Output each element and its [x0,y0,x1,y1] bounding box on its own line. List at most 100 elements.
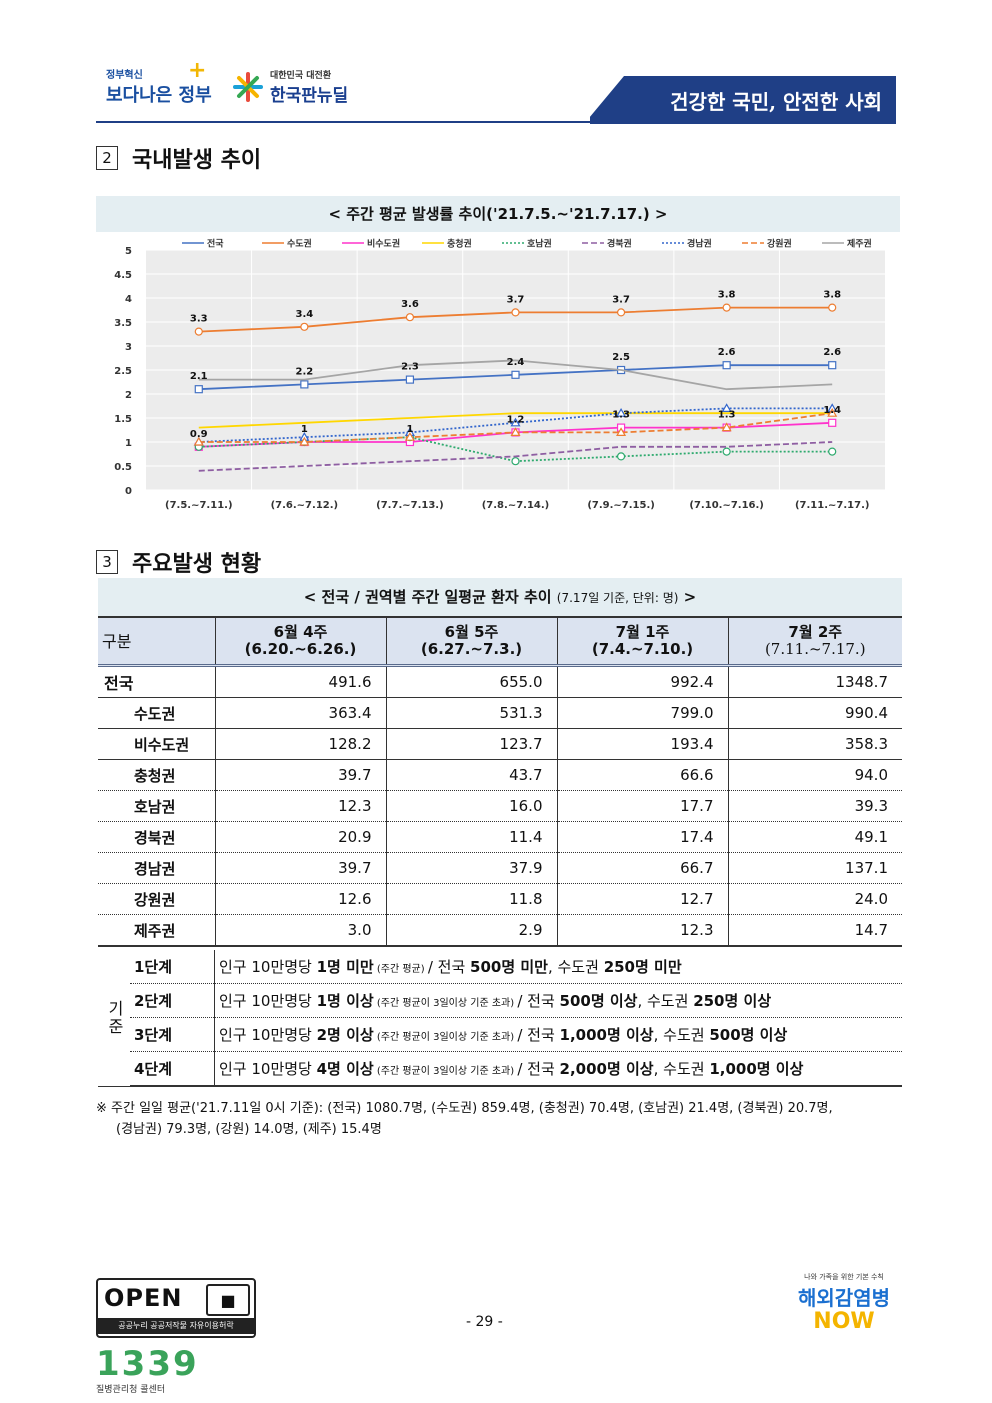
criteria-bottom-rule [98,1086,902,1087]
cell: 12.3 [214,790,386,822]
data-point [722,447,731,456]
desc-a: 인구 10만명당 [219,992,317,1010]
y-tick-label: 1.5 [114,414,132,425]
cell: 24.0 [727,883,902,915]
weekly-patient-table: 구분 6월 4주 (6.20.~6.26.) 6월 5주 (6.27.~7.3.) … [98,616,902,947]
section-3-heading: 3 주요발생 현황 [96,546,261,578]
table-row: 전국 491.6 655.0 992.4 1348.7 [98,665,902,698]
desc-c: (주간 평균이 3일이상 기준 초과) [373,1066,518,1077]
cell: 128.2 [214,728,386,760]
caption-small: (7.17일 기준, 단위: 명) [556,591,679,605]
data-label: 2.6 [718,347,736,358]
chart-caption: < 주간 평균 발생률 추이('21.7.5.~'21.7.17.) > [96,196,900,232]
legend-label: 비수도권 [367,238,400,250]
overseas-top-text: 나와 가족을 위한 기본 수칙 [804,1273,884,1281]
desc-b: 1명 이상 [316,992,374,1010]
cell: 49.1 [727,821,902,853]
criteria-row: 2단계 인구 10만명당 1명 이상 (주간 평균이 3일이상 기준 초과) /… [130,983,902,1018]
row-name: 호남권 [98,790,215,822]
desc-a: 인구 10만명당 [219,1026,317,1044]
footnote-line-1: ※ 주간 일일 평균('21.7.11일 0시 기준): (전국) 1080.7… [96,1101,833,1116]
y-tick-label: 3 [125,342,132,353]
data-point [404,431,415,441]
call-center-logo: 1339 질병관리청 콜센터 [96,1346,199,1395]
desc-c: (주간 평균이 3일이상 기준 초과) [373,998,518,1009]
cell: 990.4 [727,697,902,729]
x-tick-label: (7.6.~7.12.) [271,500,339,511]
level-desc: 인구 10만명당 1명 이상 (주간 평균이 3일이상 기준 초과) / 전국 … [214,983,902,1018]
table-row: 제주권 3.0 2.9 12.3 14.7 [98,914,902,947]
data-point [511,370,520,379]
desc-f: , 수도권 [547,958,604,976]
desc-f: , 수도권 [653,1026,710,1044]
overseas-infection-logo: 나와 가족을 위한 기본 수칙 해외감염병 NOW [788,1272,900,1333]
col-header-week: 7월 1주 [615,623,670,641]
desc-d: / 전국 [517,1060,560,1078]
col-header-range: (6.20.~6.26.) [244,640,357,658]
y-tick-label: 4.5 [114,270,132,281]
data-label: 3.8 [823,290,841,301]
level-name: 1단계 [130,950,215,984]
data-label: 0.9 [190,429,208,440]
data-point [511,457,520,466]
open-license-badge: OPEN ■ 공공누리 공공저작물 자유이용허락 [96,1278,256,1338]
data-label: 3.3 [190,314,208,325]
cell: 39.3 [727,790,902,822]
desc-e: 1,000명 이상 [559,1026,654,1044]
data-point [616,308,626,317]
overseas-now-text: NOW [813,1309,875,1334]
slogan-corner [584,76,624,124]
cell: 39.7 [214,852,386,884]
series-line [198,359,833,391]
y-tick-label: 4 [125,294,132,305]
y-tick-label: 3.5 [114,318,132,329]
legend-label: 전국 [207,238,224,250]
criteria-row: 1단계 인구 10만명당 1명 미만 (주간 평균) / 전국 500명 미만,… [130,950,902,984]
cell: 16.0 [385,790,557,822]
col-header: 7월 2주 (7.11.~7.17.) [727,617,902,667]
cell: 12.7 [556,883,728,915]
data-point [510,427,521,436]
header-slogan: 건강한 국민, 안전한 사회 [590,76,896,124]
x-tick-label: (7.10.~7.16.) [689,500,763,511]
data-point [405,375,415,384]
y-tick-label: 2 [125,390,132,401]
series-line [198,412,833,429]
level-name: 3단계 [130,1017,215,1052]
col-header: 6월 5주 (6.27.~7.3.) [385,617,557,667]
footnote: ※ 주간 일일 평균('21.7.11일 0시 기준): (전국) 1080.7… [96,1098,904,1140]
level-desc: 인구 10만명당 1명 미만 (주간 평균) / 전국 500명 미만, 수도권… [214,950,902,984]
data-point [828,418,837,427]
data-point [828,303,837,312]
data-point [193,436,204,446]
desc-e: 500명 미만 [470,958,548,976]
y-tick-label: 1 [125,438,132,449]
data-point [828,361,837,370]
desc-c: (주간 평균) [373,964,428,975]
data-label: 3.7 [612,294,630,305]
weekly-incidence-line-chart: 0 0.5 1 1.5 2 2.5 3 3.5 4 4.5 5 (7.5.~7.11.) (7.6.~7… [114,238,885,511]
cell: 363.4 [214,697,386,729]
level-desc: 인구 10만명당 2명 이상 (주간 평균이 3일이상 기준 초과) / 전국 … [214,1017,902,1052]
cell: 37.9 [385,852,557,884]
x-tick-label: (7.11.~7.17.) [795,500,869,511]
level-name: 2단계 [130,983,215,1018]
desc-g: 250명 미만 [603,958,682,976]
table-header-row: 구분 6월 4주 (6.20.~6.26.) 6월 5주 (6.27.~7.3.) … [98,617,902,667]
new-deal-star-icon [233,72,263,102]
caption-end: > [683,588,697,606]
desc-e: 2,000명 이상 [559,1060,654,1078]
data-label: 3.7 [507,294,525,305]
series-line [198,441,833,472]
data-label: 2.2 [295,366,313,377]
cell: 1348.7 [727,665,902,698]
header-rule [96,121,896,123]
logo2-small-text: 대한민국 대전환 [270,71,332,81]
data-label: 1 [301,424,308,435]
col-header-week: 7월 2주 [788,623,843,641]
logo1-small-text: 정부혁신 [106,70,143,81]
cell: 94.0 [727,759,902,791]
data-label: 2.5 [612,352,630,363]
table-row: 수도권 363.4 531.3 799.0 990.4 [98,697,902,729]
data-label: 1.2 [507,414,525,425]
